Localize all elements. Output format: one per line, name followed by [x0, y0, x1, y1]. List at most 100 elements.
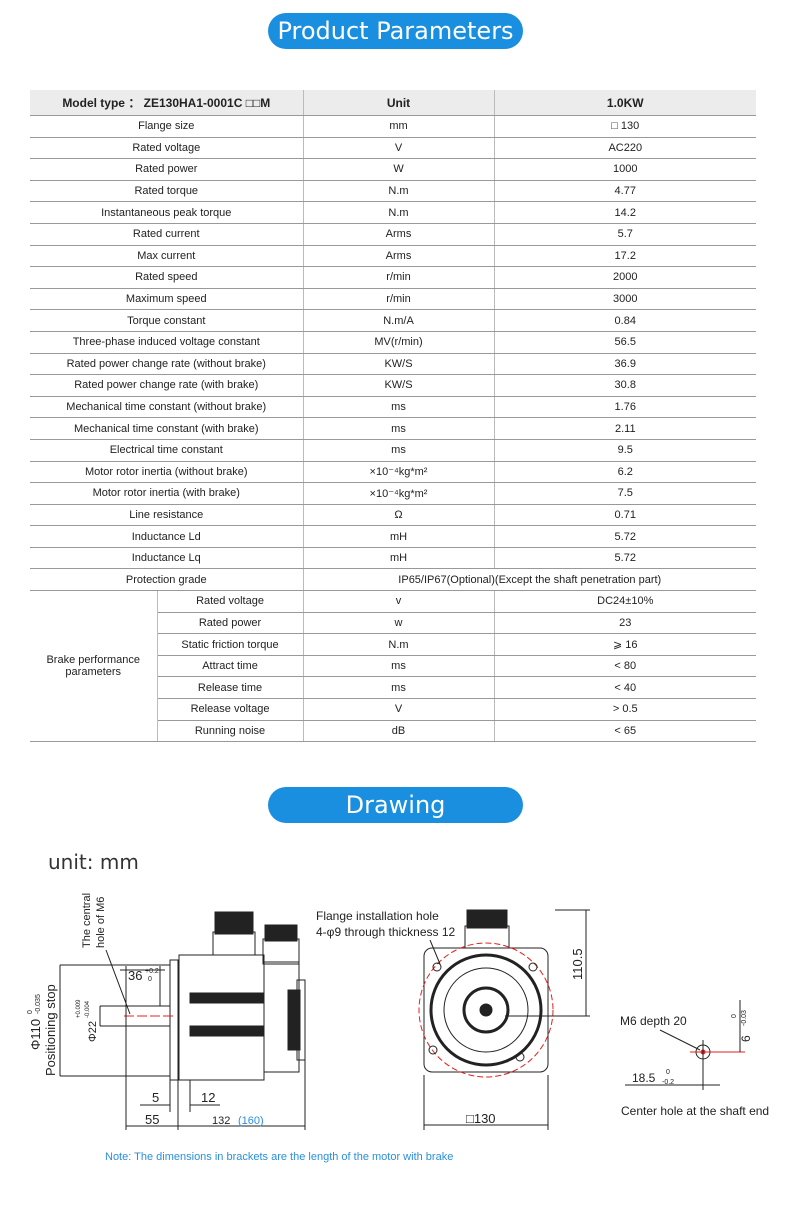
param-value: 56.5 [494, 331, 757, 354]
dia22-tol-top: +0.009 [76, 999, 82, 1018]
param-unit: V [303, 137, 495, 160]
dim-6-tol-top: 0 [731, 1014, 738, 1018]
brake-row: Attract time ms < 80 [30, 655, 757, 678]
brackets-note: Note: The dimensions in brackets are the… [105, 1151, 454, 1163]
param-unit: r/min [303, 266, 495, 289]
param-value: DC24±10% [494, 590, 757, 613]
param-unit: ms [303, 655, 495, 678]
param-unit: N.m [303, 633, 495, 656]
table-row: Rated current Arms 5.7 [30, 223, 757, 246]
param-value: 7.5 [494, 482, 757, 505]
brake-row: Running noise dB < 65 [30, 720, 757, 743]
param-value: IP65/IP67(Optional)(Except the shaft pen… [303, 568, 757, 592]
param-unit: ms [303, 396, 495, 419]
table-row: Maximum speed r/min 3000 [30, 288, 757, 311]
dim-110-5: 110.5 [570, 948, 585, 980]
table-row: Rated power change rate (with brake) KW/S… [30, 374, 757, 397]
central-hole-label-2: hole of M6 [95, 897, 107, 948]
param-value: 30.8 [494, 374, 757, 397]
table-row: Rated torque N.m 4.77 [30, 180, 757, 203]
brake-group-label: Brake performance parameters [30, 590, 158, 743]
param-name: Mechanical time constant (without brake) [30, 396, 304, 419]
param-value: 1.76 [494, 396, 757, 419]
param-name: Release time [157, 676, 304, 700]
param-name: Rated power [157, 612, 304, 635]
param-value: 5.72 [494, 547, 757, 570]
param-name: Mechanical time constant (with brake) [30, 417, 304, 440]
table-row: Electrical time constant ms 9.5 [30, 439, 757, 462]
header-power: 1.0KW [494, 90, 757, 116]
dim-18-5-tol-bot: -0.2 [662, 1079, 674, 1086]
table-row: Rated power W 1000 [30, 158, 757, 181]
param-name: Release voltage [157, 698, 304, 721]
param-unit: mH [303, 547, 495, 570]
dim-130: □130 [466, 1111, 496, 1126]
dim-5: 5 [152, 1090, 159, 1105]
brake-row: Release voltage V > 0.5 [30, 698, 757, 721]
param-name: Three-phase induced voltage constant [30, 331, 304, 354]
m6-depth-label: M6 depth 20 [620, 1014, 687, 1028]
param-unit: ×10⁻⁴kg*m² [303, 482, 495, 505]
param-value: ⩾ 16 [494, 633, 757, 656]
param-value: 14.2 [494, 201, 757, 224]
param-value: 2000 [494, 266, 757, 289]
param-name: Maximum speed [30, 288, 304, 311]
shaft-end-view: M6 depth 20 6 0 -0.03 18.5 0 -0.2 Center… [620, 1000, 769, 1118]
param-name: Torque constant [30, 309, 304, 332]
param-unit: KW/S [303, 374, 495, 397]
dim-160: (160) [238, 1115, 264, 1127]
param-name: Inductance Lq [30, 547, 304, 570]
dia110-tol-top: 0 [27, 1010, 34, 1014]
dia22-label: Φ22 [87, 1021, 99, 1042]
brake-row: Brake performance parameters Rated voltag… [30, 590, 757, 743]
table-row: Motor rotor inertia (without brake) ×10⁻⁴… [30, 461, 757, 484]
dia110-tol-bot: -0.035 [35, 994, 42, 1014]
param-unit: KW/S [303, 353, 495, 376]
table-row-protection: Protection grade IP65/IP67(Optional)(Exce… [30, 568, 757, 592]
param-name: Rated speed [30, 266, 304, 289]
dim-6: 6 [739, 1035, 753, 1042]
param-unit: r/min [303, 288, 495, 311]
param-name: Rated power change rate (with brake) [30, 374, 304, 397]
param-unit: ×10⁻⁴kg*m² [303, 461, 495, 484]
param-name: Rated voltage [30, 137, 304, 160]
dim-55: 55 [145, 1112, 159, 1127]
param-unit: ms [303, 417, 495, 440]
param-unit: Arms [303, 223, 495, 246]
param-value: 5.72 [494, 525, 757, 548]
dim-18-5: 18.5 [632, 1071, 656, 1085]
param-value: 4.77 [494, 180, 757, 203]
dim-6-tol-bot: -0.03 [741, 1010, 748, 1026]
param-value: 6.2 [494, 461, 757, 484]
param-value: > 0.5 [494, 698, 757, 721]
param-unit: v [303, 590, 495, 613]
len36-tol-bot: 0 [148, 976, 152, 983]
table-row: Inductance Lq mH 5.72 [30, 547, 757, 570]
dia22-tol-bot: -0.004 [85, 1000, 91, 1018]
dia110-label: Φ110 [28, 1019, 43, 1050]
param-name: Attract time [157, 655, 304, 678]
brake-row: Rated power w 23 [30, 612, 757, 635]
param-unit: dB [303, 720, 495, 743]
drawing-title: Drawing [268, 787, 523, 823]
param-name: Protection grade [30, 568, 304, 592]
param-name: Electrical time constant [30, 439, 304, 462]
param-value: AC220 [494, 137, 757, 160]
param-unit: N.m/A [303, 309, 495, 332]
param-value: 2.11 [494, 417, 757, 440]
flange-hole-label-1: Flange installation hole [316, 909, 439, 923]
shaft-end-caption: Center hole at the shaft end [621, 1104, 769, 1118]
param-name: Static friction torque [157, 633, 304, 656]
param-unit: MV(r/min) [303, 331, 495, 354]
param-value: < 40 [494, 676, 757, 700]
table-row: Flange size mm □ 130 [30, 115, 757, 138]
param-name: Rated torque [30, 180, 304, 203]
table-row: Rated voltage V AC220 [30, 137, 757, 160]
param-value: 1000 [494, 158, 757, 181]
param-name: Motor rotor inertia (with brake) [30, 482, 304, 505]
param-value: 5.7 [494, 223, 757, 246]
param-value: < 80 [494, 655, 757, 678]
param-unit: mm [303, 115, 495, 138]
param-value: 9.5 [494, 439, 757, 462]
len36-label: 36 [128, 968, 142, 983]
